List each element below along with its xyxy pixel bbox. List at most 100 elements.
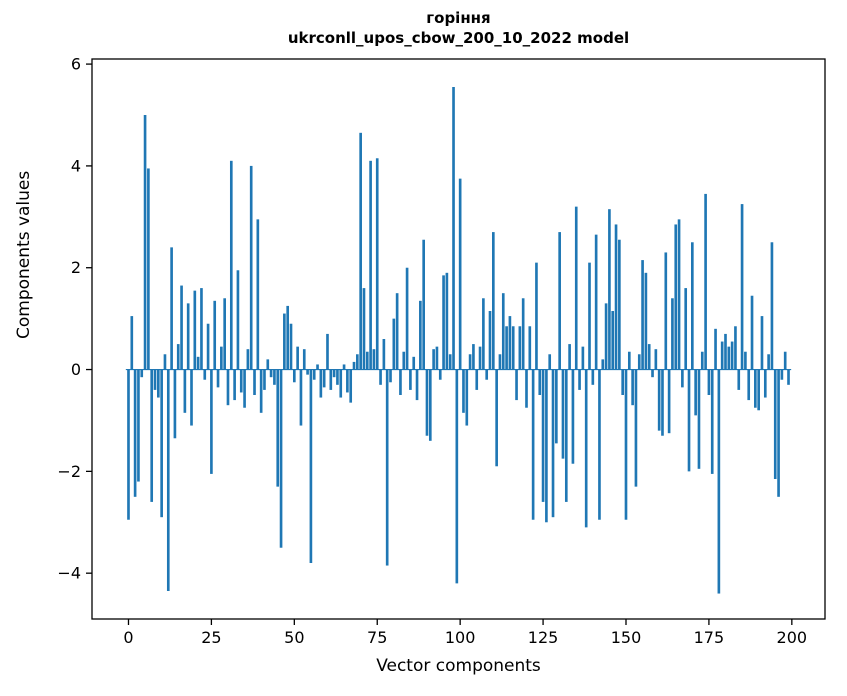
bar xyxy=(375,158,379,370)
bar xyxy=(349,369,353,403)
bar xyxy=(166,369,170,591)
bar xyxy=(518,326,522,370)
bar xyxy=(183,369,187,413)
bar xyxy=(415,369,419,401)
bar xyxy=(239,369,243,393)
bar xyxy=(292,369,296,383)
bar xyxy=(624,369,628,520)
bar xyxy=(627,351,631,370)
bar xyxy=(757,369,760,411)
bar xyxy=(428,369,432,441)
bar xyxy=(647,344,651,370)
bar xyxy=(286,305,290,370)
bar xyxy=(180,285,183,370)
bar xyxy=(402,351,406,370)
bar xyxy=(588,262,591,370)
y-tick-label: 4 xyxy=(71,156,81,175)
bar xyxy=(651,369,654,378)
bar xyxy=(409,369,412,390)
bar xyxy=(332,369,336,378)
bar xyxy=(365,351,369,370)
bar xyxy=(213,300,217,370)
bar xyxy=(190,369,193,426)
bar xyxy=(276,369,280,487)
x-tick-label: 25 xyxy=(201,628,221,647)
bar xyxy=(339,369,343,398)
y-tick-label: 2 xyxy=(71,258,81,277)
bar xyxy=(760,316,764,370)
bar xyxy=(495,369,498,467)
bar xyxy=(608,209,611,370)
bar xyxy=(425,369,429,436)
bar xyxy=(249,165,253,370)
bar xyxy=(720,341,724,370)
bar xyxy=(584,369,588,528)
bar xyxy=(223,298,226,370)
bar xyxy=(163,354,167,370)
bar xyxy=(724,333,727,370)
bar xyxy=(206,323,210,370)
bar xyxy=(176,344,180,370)
bar xyxy=(422,239,425,370)
bar xyxy=(750,295,754,370)
bar xyxy=(578,369,581,390)
bar xyxy=(737,369,741,390)
bar xyxy=(395,293,399,370)
bar xyxy=(787,369,790,385)
x-tick-label: 175 xyxy=(694,628,725,647)
bar xyxy=(140,369,144,378)
bar xyxy=(551,369,555,518)
bar xyxy=(435,346,439,370)
bar xyxy=(697,369,701,469)
bar xyxy=(346,369,349,393)
bar xyxy=(740,204,744,370)
bar xyxy=(243,369,246,408)
bar xyxy=(707,369,711,395)
bar xyxy=(299,369,303,426)
bar xyxy=(634,369,638,487)
bar xyxy=(538,369,542,395)
x-tick-label: 100 xyxy=(445,628,476,647)
bar xyxy=(153,369,157,390)
bar xyxy=(671,298,674,370)
bar xyxy=(266,359,270,370)
bar xyxy=(535,262,538,370)
bar xyxy=(143,115,147,370)
bar xyxy=(296,346,299,370)
bar xyxy=(564,369,568,502)
bar xyxy=(687,369,691,472)
bar xyxy=(309,369,313,563)
bar xyxy=(637,354,641,370)
bar xyxy=(631,369,634,406)
bar xyxy=(694,369,697,416)
bar xyxy=(574,206,578,370)
bar xyxy=(657,369,661,431)
y-tick-label: 6 xyxy=(71,55,81,74)
bar xyxy=(233,369,236,401)
bar xyxy=(704,193,707,370)
x-tick-label: 200 xyxy=(777,628,808,647)
bar xyxy=(621,369,624,395)
bar xyxy=(263,369,266,390)
bar xyxy=(127,369,130,520)
bar xyxy=(677,219,681,370)
bar xyxy=(667,369,671,434)
bar xyxy=(601,359,605,370)
bar xyxy=(200,288,203,370)
bar xyxy=(747,369,751,401)
bar xyxy=(392,318,396,370)
bar xyxy=(273,369,276,385)
bar xyxy=(342,364,346,370)
bar xyxy=(555,369,558,444)
bar xyxy=(462,369,465,413)
bar xyxy=(160,369,163,518)
bar xyxy=(717,369,721,594)
bar xyxy=(203,369,207,380)
bar xyxy=(681,369,684,388)
chart-title-word: горіння xyxy=(426,9,491,27)
bar xyxy=(269,369,273,378)
bar xyxy=(147,168,150,370)
bar xyxy=(385,369,389,566)
bar xyxy=(389,369,392,383)
